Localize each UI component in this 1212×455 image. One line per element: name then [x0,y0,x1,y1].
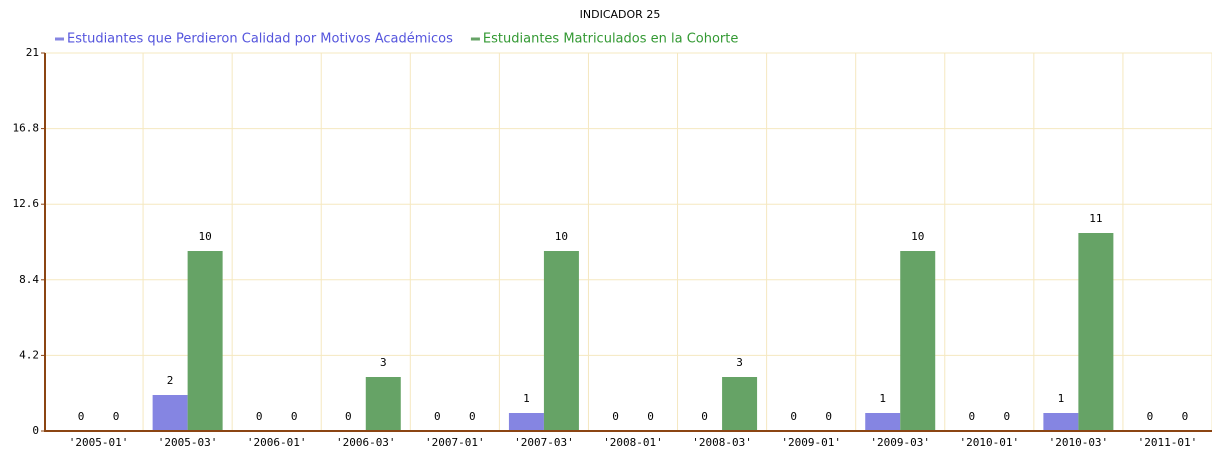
value-label: 10 [911,230,924,243]
value-label: 1 [879,392,886,405]
x-tick-label: '2009-01' [781,436,841,449]
x-tick-label: '2008-03' [692,436,752,449]
value-label: 0 [434,410,441,423]
value-label: 1 [523,392,530,405]
y-tick-label: 8.4 [19,273,39,286]
marks [152,233,1114,431]
value-label: 0 [701,410,708,423]
value-label: 0 [291,410,298,423]
x-tick-label: '2006-01' [247,436,307,449]
bar [543,251,579,431]
value-label: 11 [1089,212,1102,225]
bar [865,413,901,431]
bar [900,251,936,431]
bar [722,377,758,431]
value-label: 0 [113,410,120,423]
bar [1043,413,1079,431]
value-label: 10 [555,230,568,243]
x-tick-label: '2005-03' [158,436,218,449]
value-label: 0 [78,410,85,423]
value-label: 0 [1182,410,1189,423]
value-label: 0 [612,410,619,423]
bar [152,395,188,431]
legend-label: Estudiantes Matriculados en la Cohorte [483,32,738,47]
y-tick-label: 0 [32,424,39,437]
value-label: 3 [380,356,387,369]
bar [365,377,401,431]
bar [1078,233,1114,431]
legend-label: Estudiantes que Perdieron Calidad por Mo… [67,32,453,47]
value-label: 2 [167,374,174,387]
x-tick-label: '2009-03' [870,436,930,449]
x-tick-label: '2008-01' [603,436,663,449]
value-label: 3 [736,356,743,369]
chart-title: INDICADOR 25 [580,8,661,21]
x-tick-label: '2010-03' [1049,436,1109,449]
value-label: 0 [1003,410,1010,423]
value-label: 0 [790,410,797,423]
value-label: 1 [1058,392,1065,405]
x-tick-label: '2007-03' [514,436,574,449]
x-tick-label: '2011-01' [1138,436,1198,449]
value-label: 0 [968,410,975,423]
y-tick-label: 21 [26,46,39,59]
value-label: 0 [825,410,832,423]
x-tick-label: '2007-01' [425,436,485,449]
value-label: 0 [469,410,476,423]
x-tick-label: '2006-03' [336,436,396,449]
x-tick-label: '2010-01' [960,436,1020,449]
x-tick-label: '2005-01' [69,436,129,449]
value-label: 10 [198,230,211,243]
bar [187,251,223,431]
y-tick-label: 4.2 [19,348,39,361]
bar [508,413,544,431]
y-tick-label: 12.6 [13,197,40,210]
value-label: 0 [1147,410,1154,423]
value-label: 0 [256,410,263,423]
value-label: 0 [345,410,352,423]
value-label: 0 [647,410,654,423]
y-tick-label: 16.8 [13,122,40,135]
